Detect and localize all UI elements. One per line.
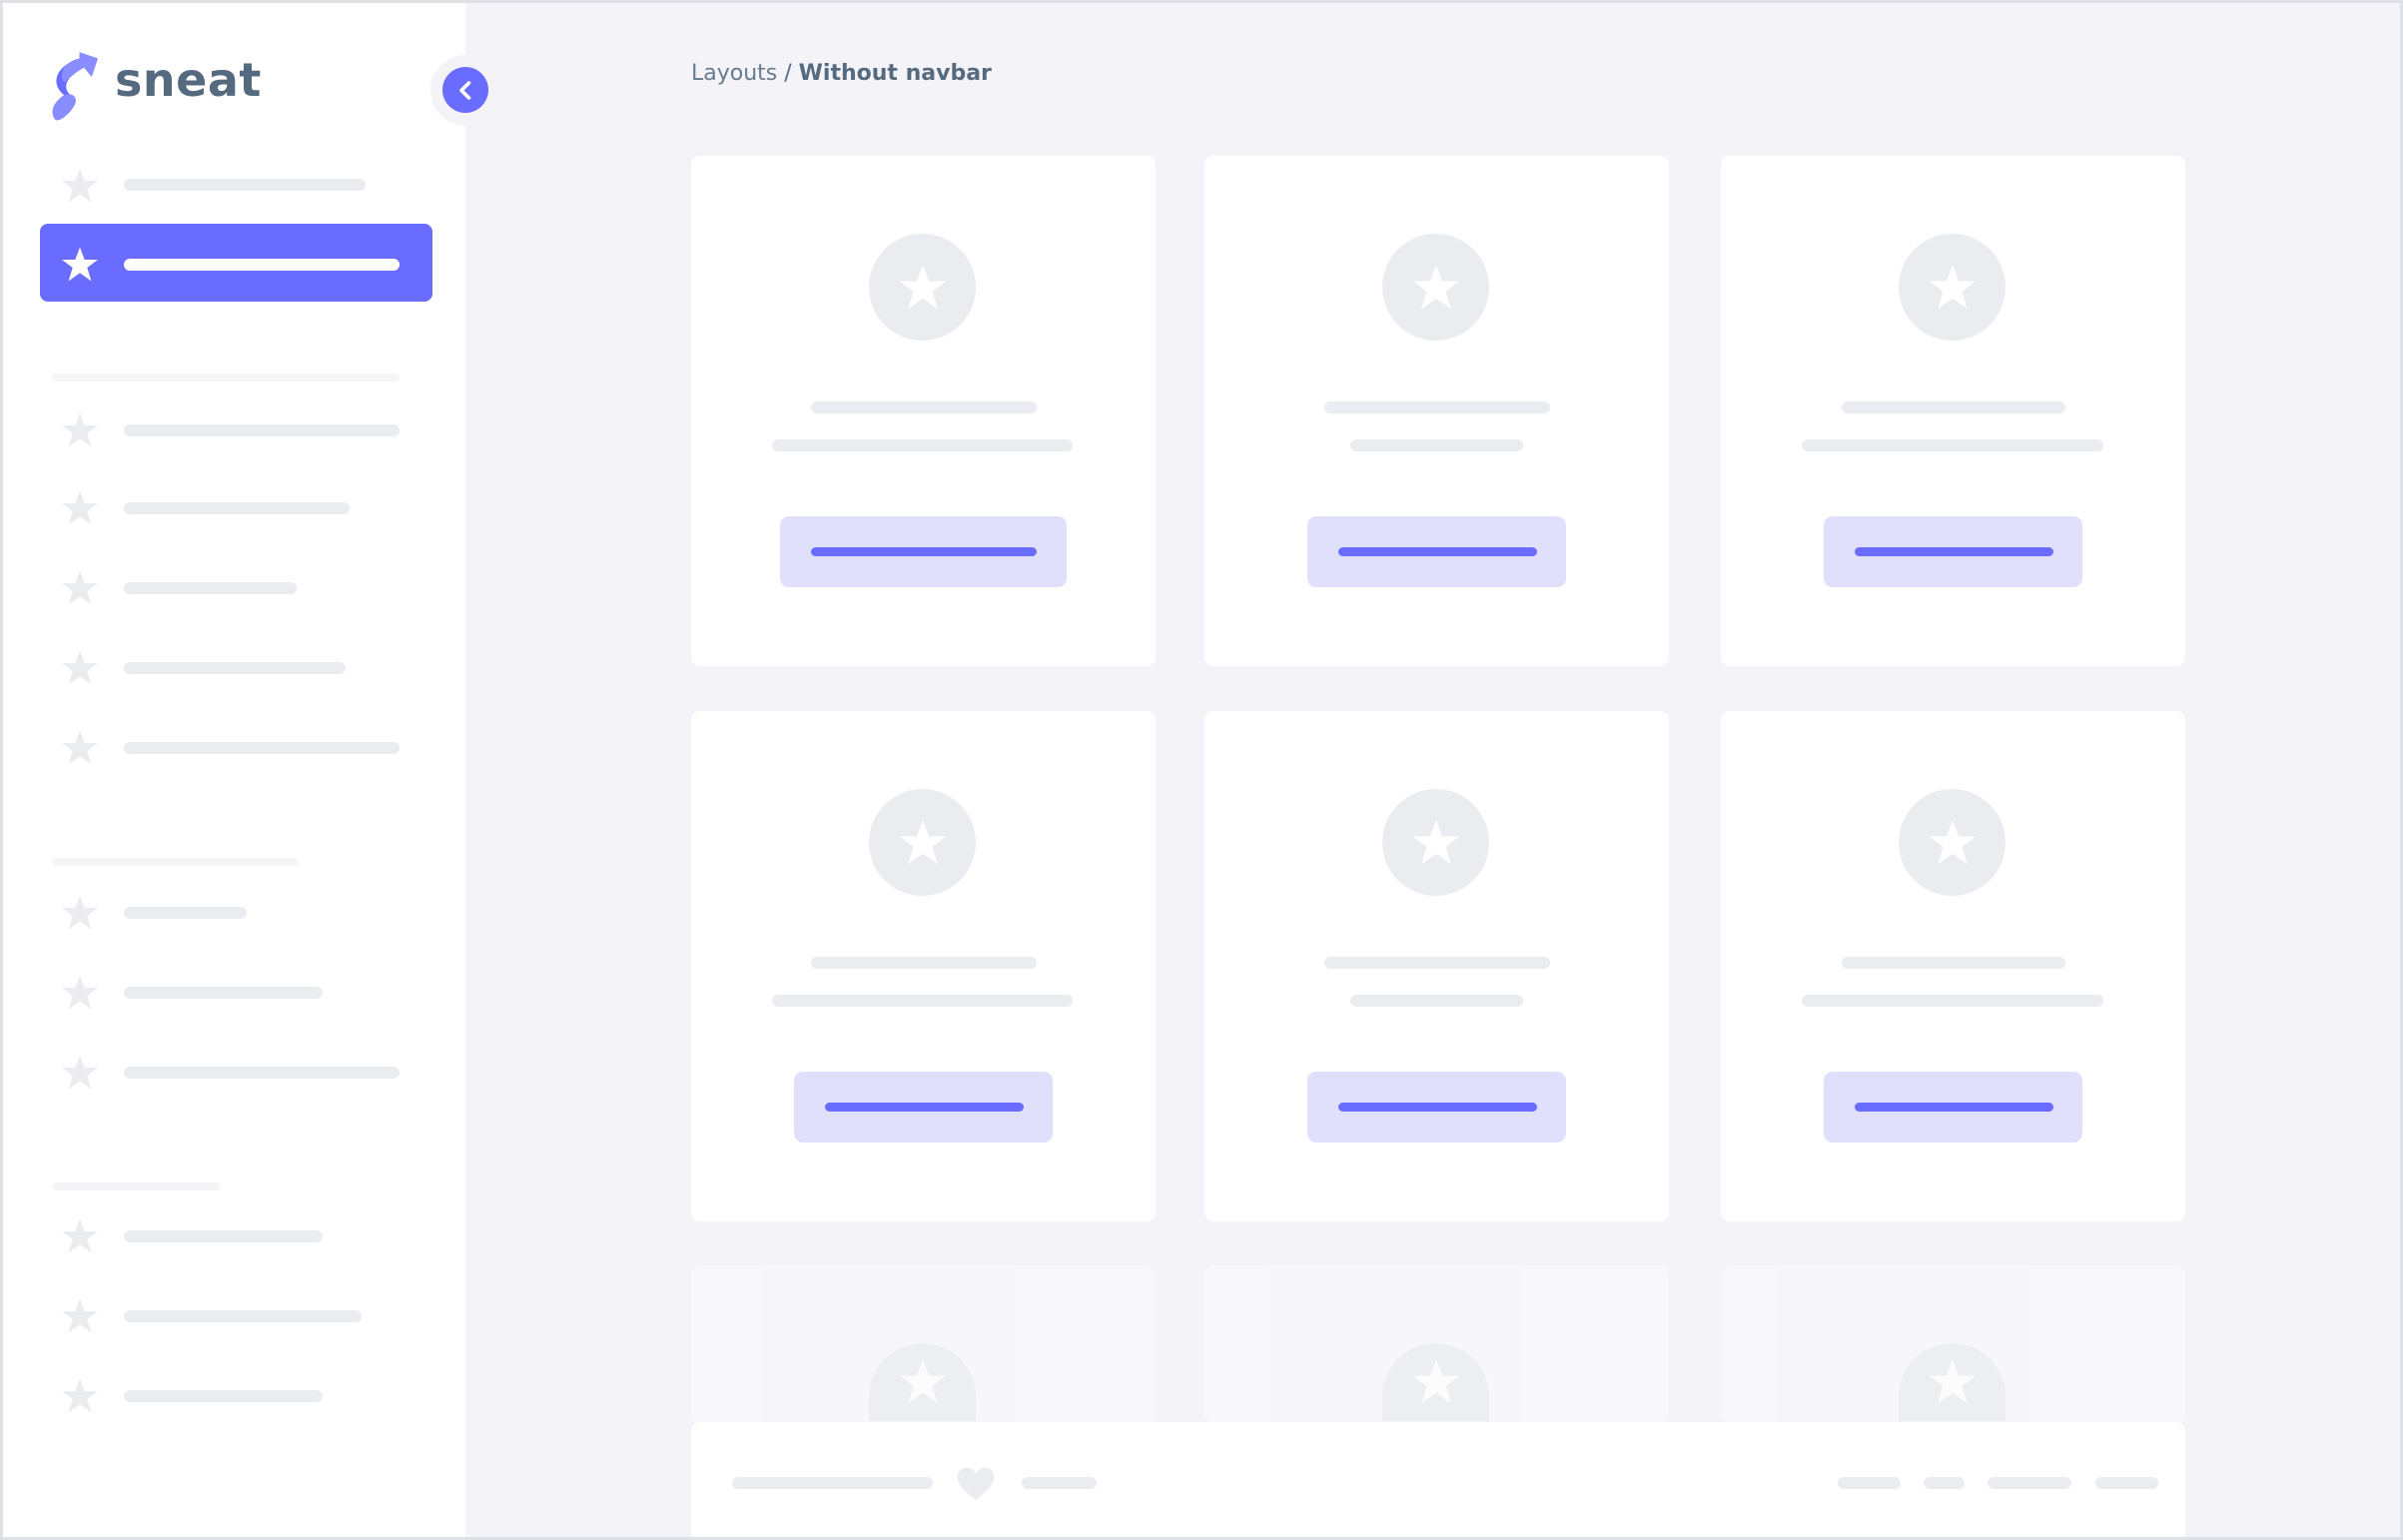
star-icon [1927, 1356, 1979, 1408]
footer-link-placeholder[interactable] [1924, 1477, 1965, 1489]
footer-copyright-placeholder [732, 1477, 933, 1489]
star-icon [1927, 262, 1979, 314]
star-icon [897, 262, 949, 314]
card-button-label-placeholder [1855, 1103, 2053, 1112]
card-avatar [869, 1343, 976, 1421]
card-button-label-placeholder [1338, 1103, 1537, 1112]
menu-item-label-placeholder [124, 424, 400, 436]
card [691, 1265, 1156, 1422]
menu-item-label-placeholder [124, 1230, 323, 1242]
star-icon [60, 728, 100, 772]
star-icon [60, 893, 100, 937]
menu-item-label-placeholder [124, 1310, 362, 1322]
star-icon [1410, 817, 1462, 869]
card-avatar [1899, 234, 2005, 341]
sidebar: sneat [3, 3, 465, 1537]
card-subtitle-placeholder [772, 995, 1073, 1007]
star-icon [1410, 262, 1462, 314]
footer-link-placeholder[interactable] [1988, 1477, 2071, 1489]
card-button[interactable] [780, 516, 1067, 587]
card-avatar [1382, 1343, 1489, 1421]
brand-name: sneat [115, 53, 262, 107]
card-button[interactable] [1307, 516, 1566, 587]
card [1204, 711, 1669, 1221]
star-icon [60, 488, 100, 532]
menu-item-label-placeholder [124, 742, 400, 754]
card-title-placeholder [1842, 401, 2065, 413]
star-icon [60, 568, 100, 612]
card-avatar [1382, 234, 1489, 341]
star-icon [60, 1296, 100, 1340]
star-icon [60, 166, 100, 210]
breadcrumb-parent[interactable]: Layouts [691, 61, 778, 86]
sneat-logo-icon [46, 49, 101, 123]
card-avatar [1382, 789, 1489, 896]
card [1204, 156, 1669, 666]
sidebar-toggle-button[interactable] [442, 67, 488, 113]
card-button[interactable] [794, 1072, 1053, 1143]
card [691, 711, 1156, 1221]
card [1721, 156, 2185, 666]
card [1721, 711, 2185, 1221]
star-icon [60, 648, 100, 692]
card [1721, 1265, 2185, 1422]
card-subtitle-placeholder [1350, 439, 1523, 451]
menu-item-label-placeholder [124, 987, 323, 999]
menu-item-label-placeholder [124, 179, 366, 191]
card-subtitle-placeholder [1350, 995, 1523, 1007]
menu-section-header [52, 858, 299, 866]
card-avatar [1899, 1343, 2005, 1421]
card-button-label-placeholder [1338, 547, 1537, 556]
card-subtitle-placeholder [1802, 439, 2103, 451]
star-icon [60, 1376, 100, 1420]
star-icon [60, 1216, 100, 1260]
menu-item-label-placeholder [124, 1067, 400, 1079]
card-subtitle-placeholder [772, 439, 1073, 451]
card-button-label-placeholder [811, 547, 1037, 556]
card-title-placeholder [1842, 957, 2065, 969]
card-button[interactable] [1824, 516, 2082, 587]
menu-item-label-placeholder [124, 1390, 323, 1402]
star-icon [1410, 1356, 1462, 1408]
menu-item-label-placeholder [124, 907, 247, 919]
star-icon [60, 245, 100, 289]
star-icon [60, 1053, 100, 1097]
card-button-label-placeholder [825, 1103, 1024, 1112]
footer [691, 1422, 2185, 1537]
card-button[interactable] [1307, 1072, 1566, 1143]
breadcrumb-separator: / [777, 61, 799, 86]
chevron-left-icon [458, 80, 470, 100]
footer-link-placeholder[interactable] [2095, 1477, 2158, 1489]
card-avatar [869, 234, 976, 341]
star-icon [1927, 817, 1979, 869]
breadcrumb: Layouts / Without navbar [691, 61, 992, 86]
card-avatar [1899, 789, 2005, 896]
heart-icon [956, 1466, 996, 1507]
menu-item-label-placeholder [124, 662, 346, 674]
star-icon [897, 1356, 949, 1408]
footer-author-placeholder[interactable] [1022, 1477, 1097, 1489]
breadcrumb-current: Without navbar [798, 61, 992, 86]
star-icon [897, 817, 949, 869]
menu-item-label-placeholder [124, 259, 400, 271]
menu-section-header [52, 374, 400, 382]
star-icon [60, 973, 100, 1017]
star-icon [60, 410, 100, 454]
footer-link-placeholder[interactable] [1838, 1477, 1901, 1489]
card-button-label-placeholder [1855, 547, 2053, 556]
card-title-placeholder [1324, 957, 1550, 969]
card-subtitle-placeholder [1802, 995, 2103, 1007]
card-avatar [869, 789, 976, 896]
card-title-placeholder [1324, 401, 1550, 413]
menu-item-label-placeholder [124, 582, 297, 594]
card-button[interactable] [1824, 1072, 2082, 1143]
menu-section-header [52, 1182, 221, 1190]
menu-item-label-placeholder [124, 502, 350, 514]
card-title-placeholder [811, 401, 1037, 413]
card [1204, 1265, 1669, 1422]
card [691, 156, 1156, 666]
card-title-placeholder [811, 957, 1037, 969]
